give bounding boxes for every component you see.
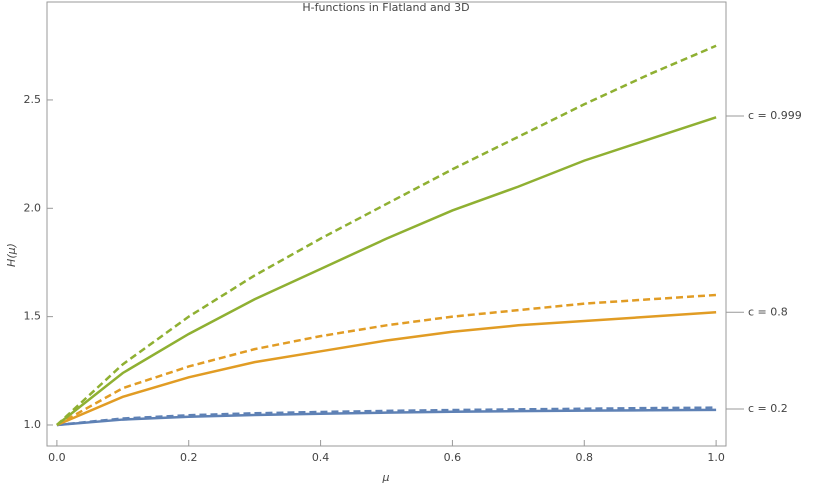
chart-title: H-functions in Flatland and 3D: [302, 1, 469, 14]
x-tick-label: 1.0: [707, 451, 725, 464]
y-tick-label: 2.5: [24, 93, 42, 106]
x-tick-label: 0.0: [48, 451, 66, 464]
series-line: [56, 311, 717, 427]
y-tick-label: 1.5: [24, 310, 42, 323]
y-tick-label: 2.0: [24, 201, 42, 214]
series-line: [56, 293, 717, 427]
x-tick-label: 0.6: [444, 451, 462, 464]
y-axis-label: H(μ): [5, 243, 18, 267]
y-tick-label: 1.0: [24, 418, 42, 431]
x-axis-label: μ: [382, 471, 390, 484]
annotation-label: c = 0.2: [748, 402, 788, 415]
x-tick-label: 0.4: [312, 451, 330, 464]
series-line: [56, 408, 717, 427]
x-tick-label: 0.2: [180, 451, 198, 464]
annotation-label: c = 0.999: [748, 109, 802, 122]
series-line: [56, 116, 717, 426]
series-line: [56, 406, 717, 427]
x-tick-label: 0.8: [576, 451, 594, 464]
series-line: [56, 44, 717, 426]
plot-frame: [46, 1, 727, 447]
annotation-label: c = 0.8: [748, 305, 788, 318]
